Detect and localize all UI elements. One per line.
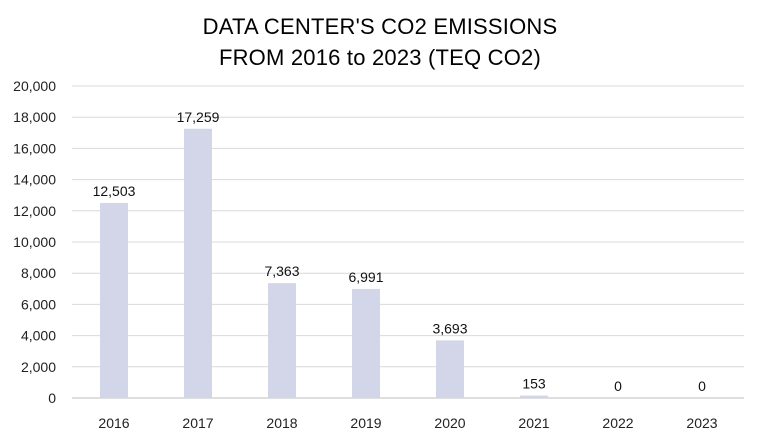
y-tick-label: 0: [48, 390, 56, 406]
data-label: 12,503: [93, 183, 136, 199]
x-tick-label: 2021: [518, 415, 549, 431]
x-tick-label: 2018: [266, 415, 297, 431]
y-tick-label: 18,000: [13, 109, 56, 125]
y-tick-label: 14,000: [13, 172, 56, 188]
y-tick-label: 2,000: [21, 359, 56, 375]
bar: [352, 288, 380, 398]
x-tick-label: 2019: [350, 415, 381, 431]
y-tick-label: 12,000: [13, 203, 56, 219]
y-tick-label: 16,000: [13, 140, 56, 156]
y-tick-label: 4,000: [21, 328, 56, 344]
y-tick-label: 6,000: [21, 296, 56, 312]
bar: [268, 283, 296, 398]
x-tick-label: 2016: [98, 415, 129, 431]
bar: [100, 202, 128, 398]
data-label: 7,363: [264, 263, 299, 279]
x-tick-label: 2022: [602, 415, 633, 431]
y-tick-label: 20,000: [13, 78, 56, 94]
x-tick-label: 2020: [434, 415, 465, 431]
data-label: 17,259: [177, 109, 220, 125]
bar: [436, 340, 464, 398]
data-label: 6,991: [348, 269, 383, 285]
data-label: 3,693: [432, 320, 467, 336]
x-tick-label: 2023: [686, 415, 717, 431]
data-label: 153: [522, 376, 546, 392]
x-tick-label: 2017: [182, 415, 213, 431]
data-label: 0: [614, 378, 622, 394]
data-label: 0: [698, 378, 706, 394]
y-tick-label: 10,000: [13, 234, 56, 250]
y-tick-label: 8,000: [21, 265, 56, 281]
bar: [520, 395, 548, 398]
chart-title-line-1: DATA CENTER'S CO2 EMISSIONS: [202, 14, 558, 39]
bar: [184, 128, 212, 399]
chart-title-line-2: FROM 2016 to 2023 (TEQ CO2): [218, 45, 542, 70]
